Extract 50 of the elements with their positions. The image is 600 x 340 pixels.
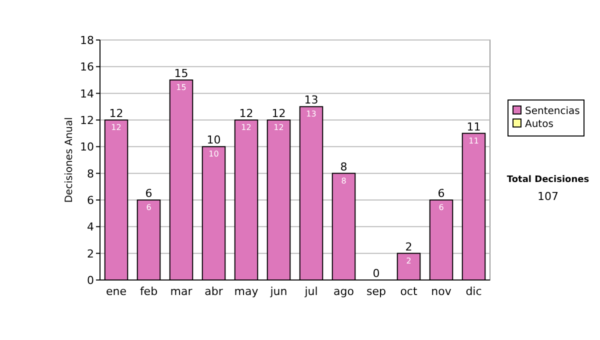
legend-label: Sentencias bbox=[525, 106, 580, 117]
total-label: 11 bbox=[466, 120, 481, 134]
y-tick-label: 12 bbox=[80, 114, 94, 127]
legend-label: Autos bbox=[525, 119, 554, 130]
data-label: 12 bbox=[241, 123, 252, 132]
x-tick-label: ene bbox=[106, 285, 127, 298]
total-label: 15 bbox=[174, 67, 188, 80]
x-tick-label: abr bbox=[204, 285, 224, 298]
data-label: 12 bbox=[111, 123, 122, 132]
total-label: 12 bbox=[239, 107, 254, 120]
y-axis-title: Decisiones Anual bbox=[64, 117, 75, 203]
x-tick-label: ago bbox=[334, 285, 354, 298]
x-tick-label: dic bbox=[466, 285, 482, 298]
data-label: 6 bbox=[438, 203, 444, 212]
y-tick-label: 14 bbox=[80, 87, 94, 100]
total-label: 8 bbox=[340, 160, 348, 174]
y-tick-label: 0 bbox=[87, 274, 94, 287]
data-label: 10 bbox=[208, 150, 219, 159]
data-label: 6 bbox=[146, 203, 152, 212]
data-label: 8 bbox=[341, 176, 346, 186]
y-tick-label: 4 bbox=[87, 220, 94, 234]
x-tick-label: feb bbox=[140, 285, 158, 298]
y-tick-label: 16 bbox=[80, 60, 94, 74]
data-label: 12 bbox=[274, 123, 284, 132]
text: Total Decisiones bbox=[506, 175, 590, 185]
total-label: 0 bbox=[372, 267, 380, 280]
y-tick-label: 8 bbox=[87, 167, 94, 180]
total-label: 12 bbox=[109, 107, 124, 120]
x-tick-label: jul bbox=[304, 285, 318, 298]
x-tick-label: sep bbox=[366, 285, 386, 298]
total-label: 13 bbox=[304, 94, 318, 107]
x-tick-label: nov bbox=[431, 285, 452, 298]
data-label: 13 bbox=[306, 110, 316, 119]
x-tick-label: mar bbox=[170, 285, 193, 298]
total-label: 6 bbox=[145, 187, 152, 200]
total-label: 12 bbox=[272, 107, 286, 120]
x-tick-label: may bbox=[234, 285, 259, 298]
y-tick-label: 2 bbox=[87, 247, 94, 260]
data-label: 11 bbox=[468, 136, 479, 146]
x-tick-label: oct bbox=[400, 285, 418, 298]
data-label: 15 bbox=[176, 83, 186, 92]
text: 107 bbox=[538, 190, 558, 203]
y-tick-label: 6 bbox=[87, 194, 94, 207]
y-tick-label: 18 bbox=[80, 34, 94, 47]
x-tick-label: jun bbox=[269, 285, 288, 298]
total-label: 2 bbox=[405, 240, 412, 254]
data-label: 2 bbox=[406, 256, 412, 266]
total-label: 6 bbox=[438, 187, 445, 200]
total-label: 10 bbox=[206, 134, 221, 147]
y-tick-label: 10 bbox=[80, 140, 94, 154]
